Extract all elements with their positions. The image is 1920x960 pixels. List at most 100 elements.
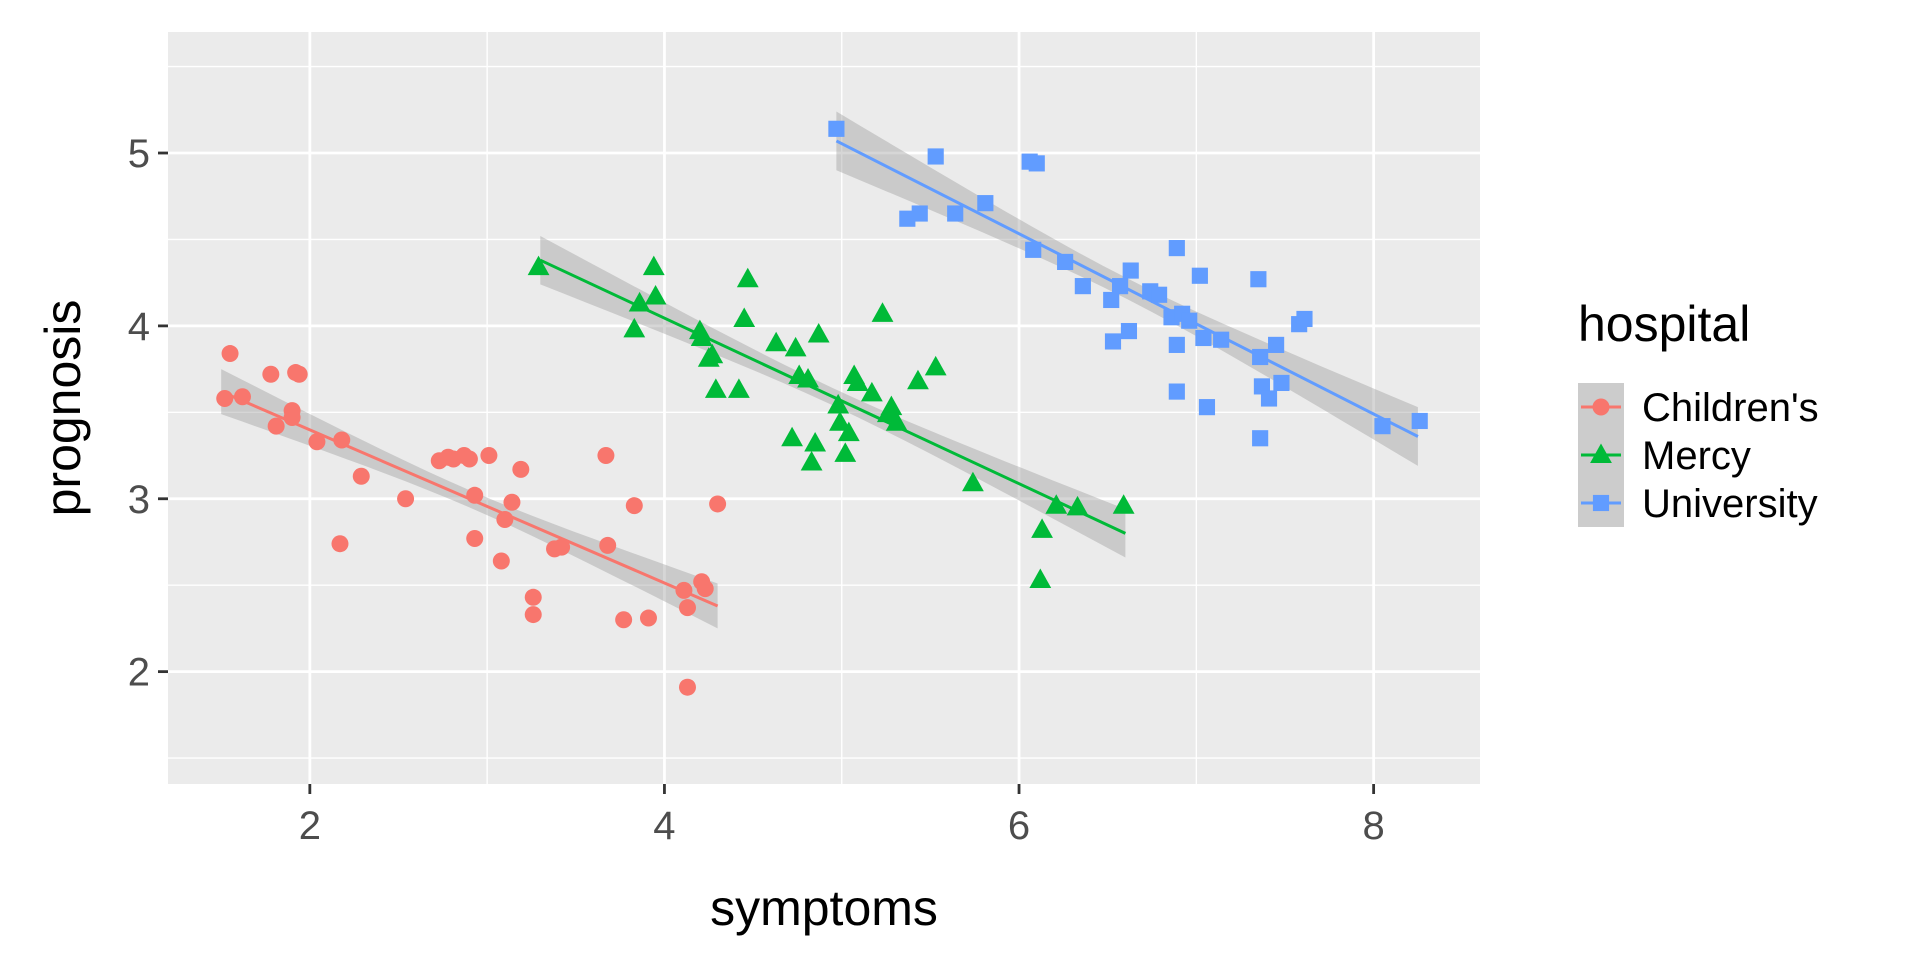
data-point-children-s — [524, 606, 542, 624]
data-point-university — [1181, 312, 1198, 329]
data-point-mercy — [885, 411, 908, 431]
legend-label-children-s: Children's — [1642, 386, 1819, 430]
data-point-children-s — [216, 389, 234, 407]
data-point-children-s — [492, 552, 510, 570]
data-point-mercy — [701, 343, 724, 364]
data-point-children-s — [480, 447, 498, 465]
data-point-university — [1411, 412, 1428, 430]
data-point-children-s — [496, 511, 514, 529]
data-point-mercy — [871, 302, 894, 322]
data-point-mercy — [804, 431, 827, 452]
data-point-university — [1195, 329, 1212, 347]
legend-label-university: University — [1642, 482, 1818, 526]
legend-title: hospital — [1578, 296, 1750, 352]
data-point-university — [1151, 286, 1168, 303]
data-point-university — [1122, 262, 1139, 279]
data-point-children-s — [397, 490, 415, 508]
data-point-children-s — [599, 536, 617, 554]
data-point-children-s — [512, 460, 530, 478]
data-point-children-s — [267, 417, 285, 435]
data-point-mercy — [1031, 518, 1053, 538]
panel-background — [168, 32, 1480, 784]
data-point-mercy — [1066, 495, 1089, 516]
data-point-mercy — [727, 378, 750, 398]
data-point-university — [1250, 271, 1267, 288]
data-point-mercy — [807, 323, 830, 343]
data-point-children-s — [262, 365, 280, 383]
data-point-university — [1198, 399, 1216, 416]
data-point-mercy — [690, 326, 713, 347]
data-point-children-s — [283, 409, 301, 427]
data-point-university — [1268, 336, 1285, 353]
data-point-university — [1213, 331, 1230, 348]
data-point-mercy — [829, 411, 851, 431]
data-point-university — [1168, 336, 1185, 353]
data-point-university — [1374, 418, 1391, 435]
data-point-children-s — [524, 588, 542, 606]
data-point-children-s — [466, 486, 484, 504]
grid-major — [168, 32, 1480, 784]
y-tick-label: 4 — [128, 305, 150, 349]
data-point-university — [1260, 390, 1278, 407]
data-point-children-s — [639, 609, 657, 627]
data-point-mercy — [644, 285, 667, 305]
data-point-children-s — [466, 530, 484, 548]
x-tick-label: 4 — [653, 804, 675, 848]
legend-key-marker-children-s — [1592, 398, 1610, 416]
legend-key-marker-mercy — [1590, 443, 1612, 464]
axis-ticks — [158, 151, 1376, 794]
data-point-mercy — [704, 378, 727, 398]
data-point-mercy — [800, 450, 823, 471]
data-point-children-s — [352, 467, 370, 485]
data-point-university — [1025, 241, 1042, 258]
y-tick-labels: 2 3 4 5 — [128, 132, 150, 695]
data-point-mercy — [1029, 568, 1052, 589]
x-tick-label: 6 — [1008, 804, 1030, 848]
data-point-mercy — [784, 336, 807, 357]
x-axis-title: symptoms — [710, 880, 938, 936]
data-point-children-s — [615, 611, 633, 629]
data-point-mercy — [827, 393, 850, 414]
data-point-mercy — [1045, 494, 1068, 514]
data-point-mercy — [781, 426, 803, 447]
data-point-children-s — [709, 495, 727, 513]
data-point-university — [1028, 155, 1045, 172]
data-point-university — [1120, 322, 1138, 340]
data-point-children-s — [221, 345, 239, 363]
data-point-children-s — [553, 538, 571, 556]
data-point-children-s — [625, 497, 643, 515]
data-point-children-s — [331, 535, 349, 553]
data-point-university — [1168, 240, 1185, 257]
legend-label-mercy: Mercy — [1642, 434, 1751, 478]
data-point-mercy — [834, 442, 857, 462]
y-tick-label: 2 — [128, 651, 150, 695]
data-point-university — [1168, 383, 1185, 400]
y-axis-title: prognosis — [35, 300, 91, 517]
data-point-mercy — [797, 368, 819, 388]
data-point-children-s — [597, 447, 615, 465]
legend-key-marker-university — [1592, 494, 1610, 512]
data-point-mercy — [846, 371, 869, 391]
data-point-mercy — [962, 471, 984, 492]
data-point-university — [911, 205, 928, 222]
data-point-university — [1252, 348, 1269, 366]
data-point-mercy — [527, 255, 550, 276]
data-point-children-s — [696, 580, 714, 598]
data-point-university — [1104, 333, 1122, 350]
data-point-mercy — [907, 369, 929, 390]
data-point-mercy — [924, 355, 947, 376]
data-point-university — [828, 120, 845, 137]
data-point-mercy — [860, 381, 883, 402]
data-point-university — [947, 205, 964, 222]
data-point-university — [1074, 278, 1091, 295]
data-point-mercy — [837, 421, 860, 442]
data-point-children-s — [678, 678, 696, 696]
data-point-mercy — [880, 395, 903, 416]
data-point-children-s — [503, 493, 521, 511]
data-point-university — [1103, 291, 1120, 309]
y-tick-label: 5 — [128, 132, 150, 176]
data-point-mercy — [642, 255, 665, 276]
x-tick-label: 8 — [1362, 804, 1384, 848]
